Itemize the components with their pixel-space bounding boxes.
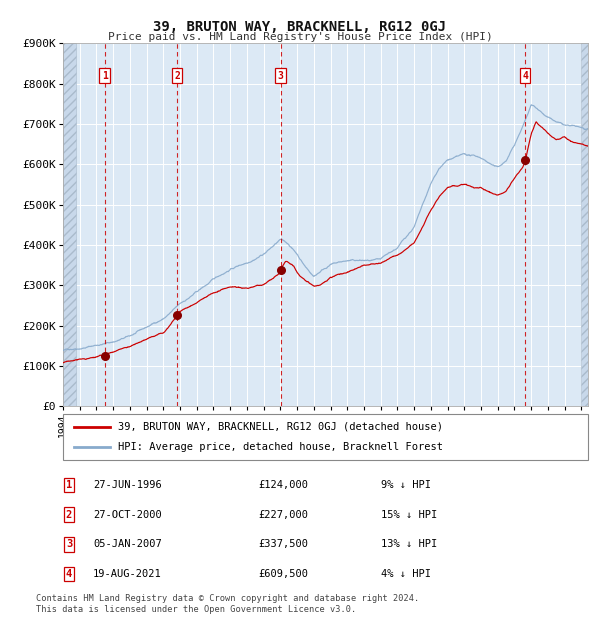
- Text: 13% ↓ HPI: 13% ↓ HPI: [381, 539, 437, 549]
- Text: 27-OCT-2000: 27-OCT-2000: [93, 510, 162, 520]
- Text: 39, BRUTON WAY, BRACKNELL, RG12 0GJ (detached house): 39, BRUTON WAY, BRACKNELL, RG12 0GJ (det…: [118, 422, 443, 432]
- Text: 3: 3: [278, 71, 284, 81]
- Bar: [63, 43, 76, 406]
- Text: £227,000: £227,000: [258, 510, 308, 520]
- Text: 19-AUG-2021: 19-AUG-2021: [93, 569, 162, 579]
- FancyBboxPatch shape: [63, 414, 588, 460]
- Text: HPI: Average price, detached house, Bracknell Forest: HPI: Average price, detached house, Brac…: [118, 442, 443, 452]
- Text: 27-JUN-1996: 27-JUN-1996: [93, 480, 162, 490]
- Text: 4: 4: [66, 569, 72, 579]
- Text: 05-JAN-2007: 05-JAN-2007: [93, 539, 162, 549]
- Text: Contains HM Land Registry data © Crown copyright and database right 2024.
This d: Contains HM Land Registry data © Crown c…: [36, 595, 419, 614]
- Text: Price paid vs. HM Land Registry's House Price Index (HPI): Price paid vs. HM Land Registry's House …: [107, 32, 493, 42]
- Text: 1: 1: [101, 71, 107, 81]
- Text: £609,500: £609,500: [258, 569, 308, 579]
- Bar: [581, 43, 588, 406]
- Text: 1: 1: [66, 480, 72, 490]
- Text: 9% ↓ HPI: 9% ↓ HPI: [381, 480, 431, 490]
- Text: 15% ↓ HPI: 15% ↓ HPI: [381, 510, 437, 520]
- Text: 2: 2: [66, 510, 72, 520]
- Text: 3: 3: [66, 539, 72, 549]
- Text: 4% ↓ HPI: 4% ↓ HPI: [381, 569, 431, 579]
- Text: £337,500: £337,500: [258, 539, 308, 549]
- Text: 39, BRUTON WAY, BRACKNELL, RG12 0GJ: 39, BRUTON WAY, BRACKNELL, RG12 0GJ: [154, 20, 446, 34]
- Text: 2: 2: [174, 71, 180, 81]
- Text: 4: 4: [522, 71, 528, 81]
- Text: £124,000: £124,000: [258, 480, 308, 490]
